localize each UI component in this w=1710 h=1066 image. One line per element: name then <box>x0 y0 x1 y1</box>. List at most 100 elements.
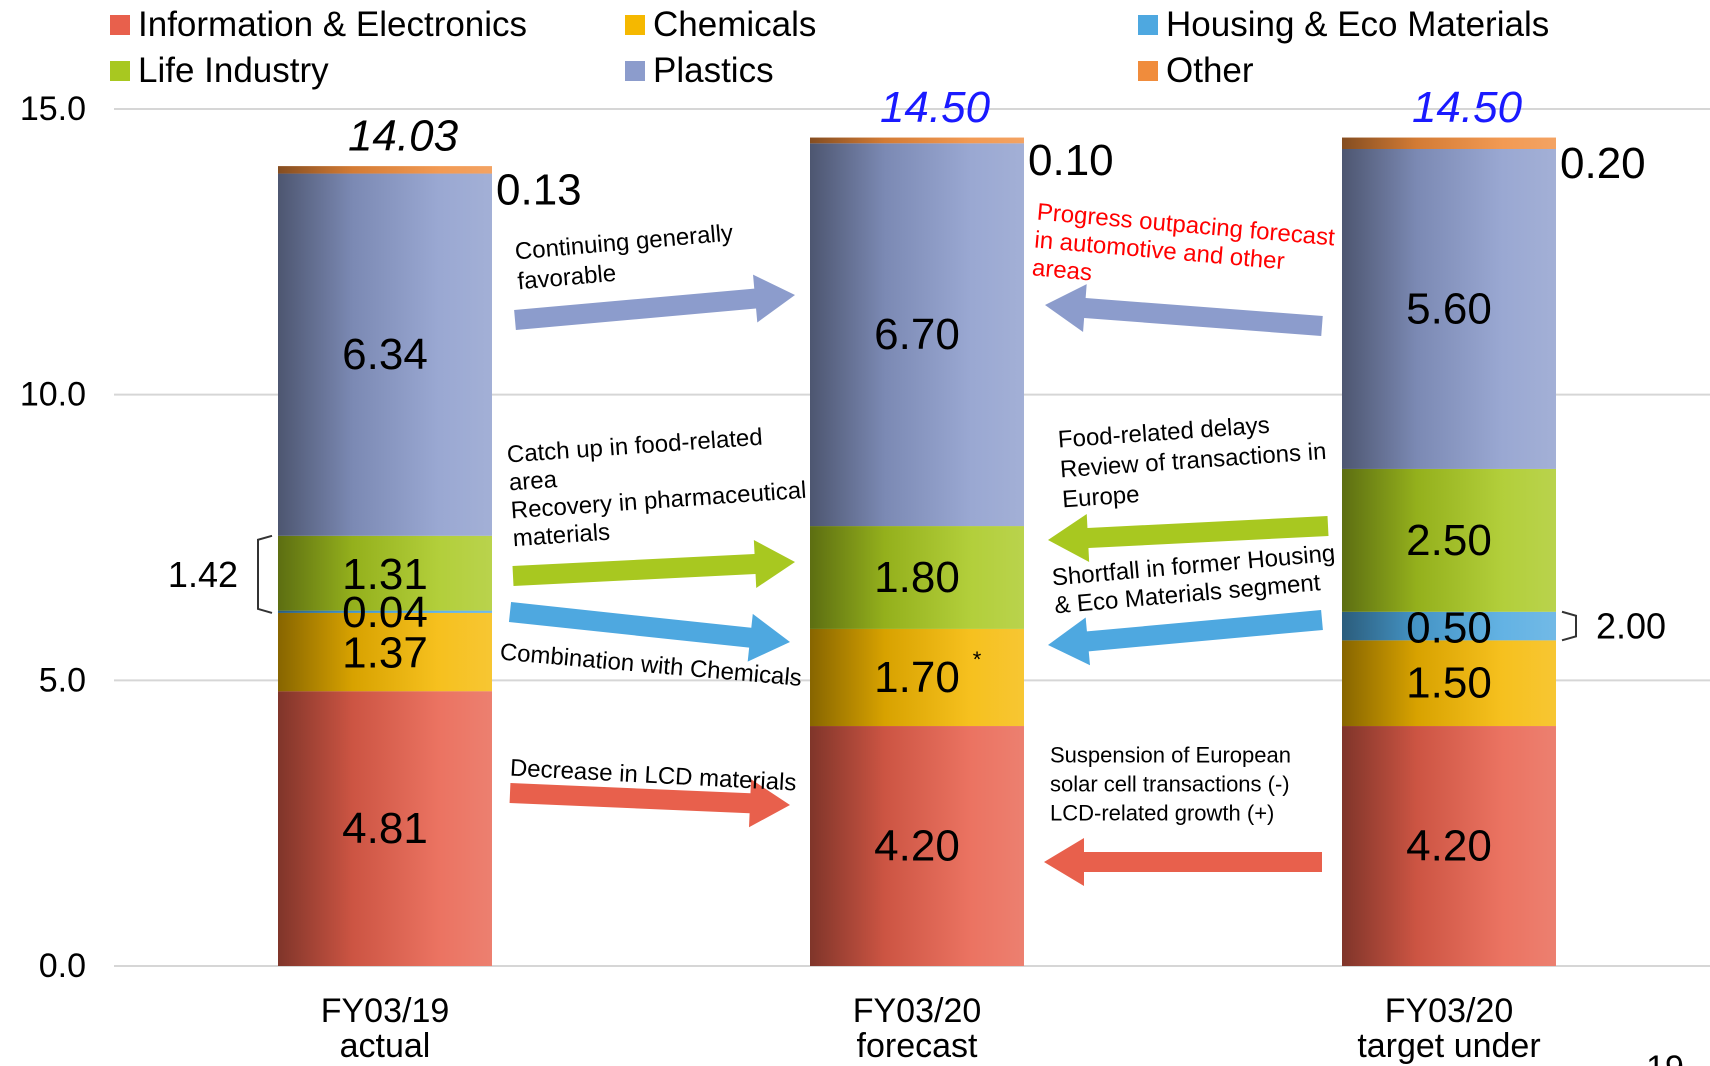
arrow-plastics-right <box>514 274 795 330</box>
y-tick-label: 5.0 <box>39 661 86 699</box>
data-label: 4.20 <box>1406 822 1492 871</box>
legend-swatch <box>110 61 130 81</box>
data-label: 5.60 <box>1406 284 1492 333</box>
x-tick-label: FY03/20 <box>853 992 982 1030</box>
annotation-line: Europe <box>1061 481 1140 513</box>
data-label: 1.37 <box>342 628 428 677</box>
bar-segment-shade <box>278 691 492 966</box>
data-label: 2.50 <box>1406 516 1492 565</box>
legend-swatch <box>1138 61 1158 81</box>
page-number: 19 <box>1646 1049 1684 1066</box>
annotation-line: favorable <box>516 260 617 296</box>
arrow-life-right <box>512 540 795 588</box>
arrow-ie-left <box>1044 838 1322 886</box>
y-axis: 0.0 5.0 10.0 15.0 <box>20 90 86 985</box>
arrow-plastics-left <box>1045 284 1323 336</box>
bar-segment-shade <box>278 612 492 692</box>
legend-item-other: Other <box>1138 51 1254 91</box>
data-label-other: 0.20 <box>1560 139 1646 188</box>
annotation-line: Catch up in food-related <box>506 424 763 469</box>
footnote-mark: * <box>973 647 982 672</box>
legend-item-housing-eco-materials: Housing & Eco Materials <box>1138 5 1549 45</box>
bracket-label: 1.42 <box>168 554 238 595</box>
x-tick-label: FY03/19 <box>321 992 450 1030</box>
annotation-line: area <box>508 466 558 496</box>
bracket-label: 2.00 <box>1596 606 1666 647</box>
annotation-line: LCD-related growth (+) <box>1050 801 1274 826</box>
legend-item-plastics: Plastics <box>625 51 774 91</box>
legend-swatch <box>625 61 645 81</box>
x-tick-label: target under <box>1357 1027 1540 1065</box>
data-label: 6.70 <box>874 310 960 359</box>
bar-segment-shade <box>278 173 492 536</box>
bar-segment-shade <box>278 535 492 611</box>
legend-swatch <box>625 15 645 35</box>
data-label: 0.50 <box>1406 603 1492 652</box>
anno-suspension: Suspension of European solar cell transac… <box>1050 743 1291 826</box>
data-label: 6.34 <box>342 330 428 379</box>
arrow-ie-right <box>509 779 790 828</box>
data-labels: 4.81 1.370.041.31 6.34 0.13 14.03 4.20 1.70 * 1.… <box>168 83 1684 1066</box>
arrow-housing-left <box>1048 610 1323 666</box>
bar-segment-shade <box>810 628 1024 727</box>
anno-shortfall: Shortfall in former Housing& Eco Materia… <box>1051 540 1336 620</box>
data-label: 0.04 <box>342 588 428 637</box>
x-tick-label: forecast <box>857 1027 978 1065</box>
total-label: 14.03 <box>348 112 459 161</box>
legend-item-chemicals: Chemicals <box>625 5 816 45</box>
data-label: 4.20 <box>874 822 960 871</box>
bar-segment-shade <box>1342 611 1556 641</box>
y-tick-label: 0.0 <box>39 947 86 985</box>
bar-segment-shade <box>1342 726 1556 966</box>
legend-label: Plastics <box>653 51 774 90</box>
bar-segment-shade <box>810 526 1024 629</box>
annotation-line: areas <box>1031 254 1093 286</box>
legend-item-life-industry: Life Industry <box>110 51 329 91</box>
annotation-line: Continuing generally <box>514 219 734 265</box>
arrow-life-left <box>1048 514 1329 562</box>
data-label-other: 0.13 <box>496 165 582 214</box>
annotation-line: Suspension of European <box>1050 743 1291 768</box>
legend-label: Chemicals <box>653 5 817 44</box>
y-tick-label: 15.0 <box>20 90 86 128</box>
bar-segment-shade <box>1342 137 1556 149</box>
data-label: 1.70 <box>874 653 960 702</box>
data-label: 1.31 <box>342 550 428 599</box>
bar-segment-shade <box>1342 468 1556 612</box>
legend-label: Information & Electronics <box>138 5 528 44</box>
legend-swatch <box>1138 15 1158 35</box>
x-tick-label: FY03/20 <box>1385 992 1514 1030</box>
x-axis: FY03/19actualFY03/20forecastFY03/20targe… <box>321 992 1541 1065</box>
legend-swatch <box>110 15 130 35</box>
arrows <box>508 274 1329 886</box>
bar-segment-shade <box>1342 640 1556 727</box>
legend-label: Life Industry <box>138 51 329 90</box>
total-label: 14.50 <box>1412 83 1523 132</box>
y-tick-label: 10.0 <box>20 376 86 414</box>
bar-segment-shade <box>1342 148 1556 469</box>
bar-segment-shade <box>810 137 1024 144</box>
total-label: 14.50 <box>880 83 991 132</box>
bar-segment-shade <box>810 726 1024 966</box>
bracket <box>257 534 273 614</box>
arrow-housing-right <box>508 602 790 662</box>
bar-segment-shade <box>278 610 492 613</box>
annotation-line: materials <box>512 519 611 553</box>
bar-segment-shade <box>278 166 492 174</box>
data-label: 1.80 <box>874 553 960 602</box>
legend-label: Other <box>1166 51 1254 90</box>
data-label-other: 0.10 <box>1028 136 1114 185</box>
bracket <box>1561 610 1577 642</box>
annotation-line: solar cell transactions (-) <box>1050 772 1290 797</box>
legend-label: Housing & Eco Materials <box>1166 5 1550 44</box>
x-tick-label: actual <box>340 1027 431 1065</box>
bar-segment-shade <box>810 143 1024 527</box>
data-label: 4.81 <box>342 804 428 853</box>
bars <box>278 137 1556 966</box>
legend-item-information-electronics: Information & Electronics <box>110 5 527 45</box>
data-label: 1.50 <box>1406 659 1492 708</box>
